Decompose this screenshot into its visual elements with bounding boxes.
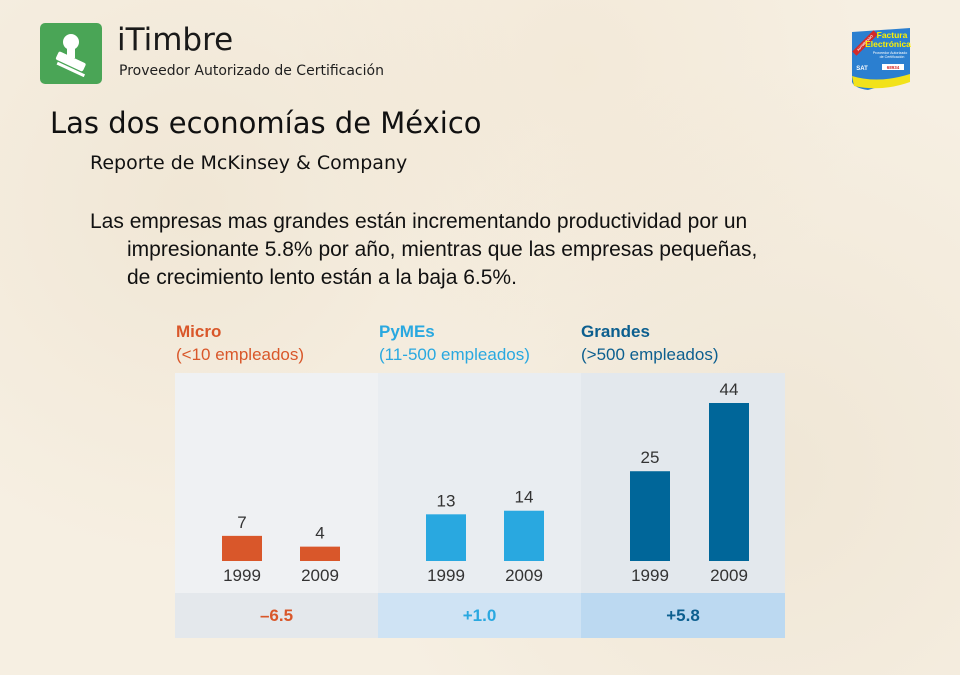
badge-caption-1: Proveedor Autorizado <box>873 51 908 55</box>
badge-caption-2: de Certificación <box>880 55 905 59</box>
badge-title-1: Factura <box>877 30 908 40</box>
bar-micro-1999 <box>222 535 262 561</box>
slide-title: Las dos economías de México <box>50 106 482 140</box>
slide-body: Las empresas mas grandes están increment… <box>90 208 890 292</box>
bar-grandes-2009 <box>709 403 749 561</box>
body-line-1: Las empresas mas grandes están increment… <box>90 210 748 233</box>
group-header-grandes: Grandes (>500 empleados) <box>581 320 719 366</box>
bar-value-label: 13 <box>437 491 456 510</box>
group-subtitle: (<10 empleados) <box>176 345 305 364</box>
productivity-chart: –6.5 +1.0 +5.8 7 1999 4 2009 13 1999 14 2009 25 1… <box>175 373 785 638</box>
x-tick-label: 2009 <box>301 566 339 585</box>
x-tick-label: 2009 <box>505 566 543 585</box>
x-tick-label: 1999 <box>427 566 465 585</box>
stamp-icon <box>55 34 86 77</box>
body-line-2: impresionante 5.8% por año, mientras que… <box>127 238 758 261</box>
bar-value-label: 14 <box>515 488 534 507</box>
group-subtitle: (11-500 empleados) <box>379 345 530 364</box>
change-pymes: +1.0 <box>378 593 581 638</box>
x-tick-label: 1999 <box>631 566 669 585</box>
group-header-pymes: PyMEs (11-500 empleados) <box>379 320 530 366</box>
panel-micro <box>175 373 378 593</box>
bar-micro-2009 <box>300 546 340 561</box>
change-grandes: +5.8 <box>581 593 785 638</box>
group-header-micro: Micro (<10 empleados) <box>176 320 304 366</box>
group-subtitle: (>500 empleados) <box>581 345 719 364</box>
badge-org: SAT <box>856 66 868 72</box>
panel-pymes <box>378 373 581 593</box>
panel-grandes <box>581 373 785 593</box>
badge-title-2: Electrónica <box>865 39 911 49</box>
badge-number: 68934 <box>887 65 900 70</box>
bar-grandes-1999 <box>630 471 670 561</box>
brand-name: iTimbre <box>117 22 234 58</box>
change-micro: –6.5 <box>175 593 378 638</box>
itimbre-logo <box>40 23 102 84</box>
bar-pymes-2009 <box>504 510 544 561</box>
brand-tagline: Proveedor Autorizado de Certificación <box>119 63 384 79</box>
bars-layer: 7 1999 4 2009 13 1999 14 2009 25 1999 44 2009 <box>222 380 749 585</box>
bar-value-label: 4 <box>315 524 324 543</box>
x-tick-label: 1999 <box>223 566 261 585</box>
group-name: PyMEs <box>379 322 435 341</box>
bar-value-label: 25 <box>641 448 660 467</box>
bar-value-label: 7 <box>237 513 246 532</box>
group-name: Micro <box>176 322 222 341</box>
factura-electronica-badge: AUTORIZADO Factura Electrónica Proveedor… <box>852 28 911 90</box>
group-name: Grandes <box>581 322 650 341</box>
x-tick-label: 2009 <box>710 566 748 585</box>
bar-pymes-1999 <box>426 514 466 561</box>
body-line-3: de crecimiento lento están a la baja 6.5… <box>127 266 517 289</box>
bar-value-label: 44 <box>720 380 739 399</box>
slide-subtitle: Reporte de McKinsey & Company <box>90 152 408 174</box>
